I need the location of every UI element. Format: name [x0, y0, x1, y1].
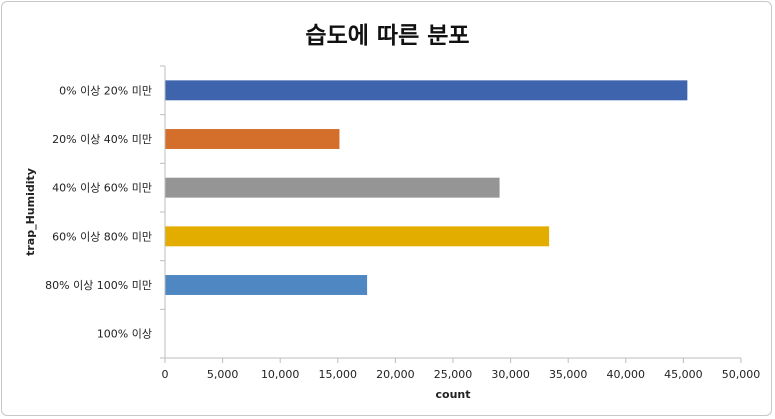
x-tick-label: 15,000	[319, 368, 358, 381]
bar	[165, 129, 340, 149]
y-category-label: 60% 이상 80% 미만	[52, 230, 152, 243]
y-category-label: 40% 이상 60% 미만	[52, 182, 152, 195]
y-category-label: 20% 이상 40% 미만	[52, 133, 152, 146]
y-category-label: 100% 이상	[97, 328, 152, 341]
x-tick-label: 50,000	[722, 368, 761, 381]
x-tick-label: 35,000	[549, 368, 588, 381]
x-axis-title: count	[436, 388, 471, 401]
bar	[165, 80, 688, 101]
x-tick-label: 5,000	[207, 368, 239, 381]
x-tick-label: 45,000	[664, 368, 703, 381]
x-tick-label: 40,000	[607, 368, 646, 381]
y-axis-title: trap_Humidity	[24, 168, 37, 256]
chart-title: 습도에 따른 분포	[305, 23, 470, 49]
x-tick-label: 10,000	[261, 368, 300, 381]
y-category-label: 80% 이상 100% 미만	[45, 279, 152, 292]
bar	[165, 275, 368, 295]
x-tick-label: 0	[162, 368, 169, 381]
bar	[165, 177, 500, 198]
bar	[165, 226, 550, 247]
x-tick-label: 25,000	[434, 368, 473, 381]
y-category-label: 0% 이상 20% 미만	[59, 84, 152, 97]
x-tick-label: 30,000	[491, 368, 530, 381]
x-tick-label: 20,000	[376, 368, 415, 381]
